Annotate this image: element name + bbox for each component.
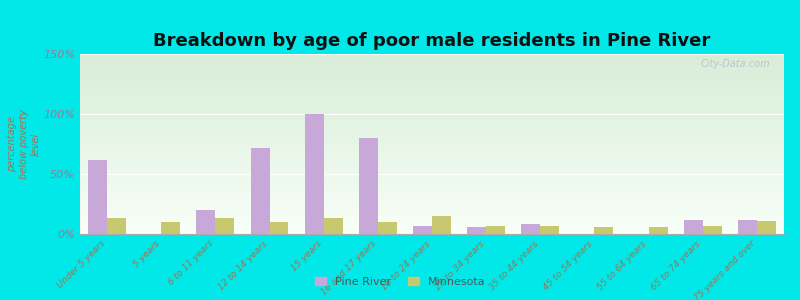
Bar — [270, 222, 289, 234]
Bar — [197, 210, 215, 234]
Bar — [757, 221, 776, 234]
Bar — [324, 218, 342, 234]
Bar — [413, 226, 432, 234]
Bar — [88, 160, 107, 234]
Bar — [107, 218, 126, 234]
Bar — [250, 148, 270, 234]
Bar — [378, 222, 397, 234]
Bar — [684, 220, 702, 234]
Bar — [467, 227, 486, 234]
Text: City-Data.com: City-Data.com — [700, 59, 770, 69]
Bar — [215, 218, 234, 234]
Bar — [305, 114, 324, 234]
Bar — [162, 222, 180, 234]
Title: Breakdown by age of poor male residents in Pine River: Breakdown by age of poor male residents … — [154, 32, 710, 50]
Bar — [359, 138, 378, 234]
Bar — [522, 224, 540, 234]
Bar — [594, 227, 614, 234]
Bar — [432, 216, 451, 234]
Bar — [486, 226, 505, 234]
Y-axis label: percentage
below poverty
level: percentage below poverty level — [7, 109, 40, 179]
Legend: Pine River, Minnesota: Pine River, Minnesota — [310, 272, 490, 291]
Bar — [702, 226, 722, 234]
Bar — [738, 220, 757, 234]
Bar — [540, 226, 559, 234]
Bar — [649, 227, 667, 234]
